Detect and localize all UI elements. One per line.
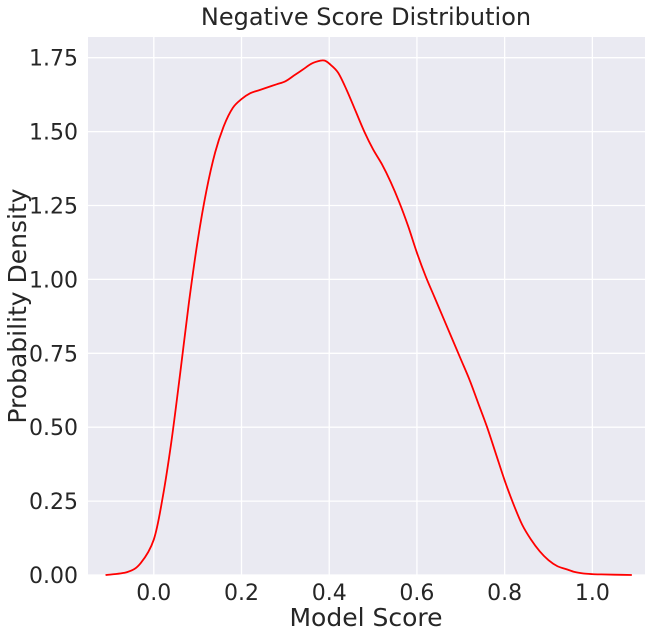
y-tick-label: 0.00	[29, 564, 78, 589]
y-tick-label: 1.25	[29, 194, 78, 219]
plot-background	[88, 37, 645, 575]
y-tick-label: 0.25	[29, 490, 78, 515]
y-tick-label: 0.75	[29, 342, 78, 367]
x-tick-labels: 0.0 0.2 0.4 0.6 0.8 1.0	[136, 581, 610, 606]
x-tick-label: 0.8	[487, 581, 522, 606]
y-axis-title: Probability Density	[3, 188, 32, 423]
y-tick-label: 0.50	[29, 416, 78, 441]
x-tick-label: 0.4	[312, 581, 347, 606]
y-tick-labels: 0.00 0.25 0.50 0.75 1.00 1.25 1.50 1.75	[29, 47, 78, 589]
x-tick-label: 0.0	[136, 581, 171, 606]
x-axis-title: Model Score	[289, 603, 442, 632]
chart-title: Negative Score Distribution	[201, 3, 531, 31]
series-layer	[105, 59, 632, 576]
y-tick-label: 1.50	[29, 121, 78, 146]
density-curve	[105, 59, 632, 576]
y-tick-label: 1.00	[29, 268, 78, 293]
x-tick-label: 0.6	[399, 581, 434, 606]
grid	[88, 37, 645, 576]
y-tick-label: 1.75	[29, 47, 78, 72]
x-tick-label: 0.2	[224, 581, 259, 606]
x-tick-label: 1.0	[575, 581, 610, 606]
